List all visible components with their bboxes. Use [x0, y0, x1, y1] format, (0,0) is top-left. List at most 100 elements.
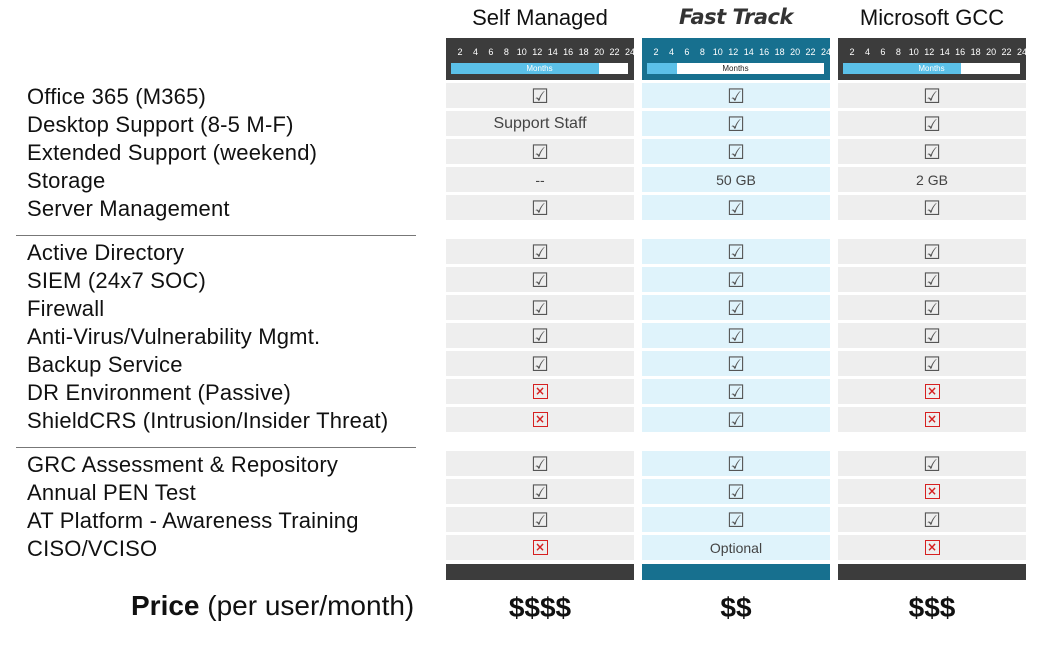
feature-label: Firewall	[27, 296, 105, 321]
feature-cell: ×	[446, 379, 634, 404]
timeline-tick: 8	[699, 47, 705, 57]
feature-cell: ☑	[446, 295, 634, 320]
months-timeline: 2 4 6 8 10 12 14 16 18 20 22 24 Months	[642, 38, 831, 80]
timeline-fill	[843, 63, 961, 74]
feature-cell: ☑	[838, 195, 1026, 220]
timeline-bar: Months	[647, 63, 824, 74]
feature-cell: ☑	[446, 323, 634, 348]
cell-text: 2 GB	[916, 171, 948, 188]
feature-cell: ☑	[838, 295, 1026, 320]
timeline-tick: 14	[743, 47, 754, 57]
timeline-tick: 10	[516, 47, 527, 57]
red-x-icon: ×	[924, 412, 940, 427]
checkbox-checked-icon: ☑	[923, 451, 941, 476]
feature-cell: ☑	[642, 451, 830, 476]
feature-cell: ☑	[642, 407, 830, 432]
feature-cell: ☑	[838, 83, 1026, 108]
feature-cell: ☑	[642, 507, 830, 532]
timeline-tick: 16	[955, 47, 966, 57]
red-x-icon: ×	[532, 412, 548, 427]
timeline-ticks: 2 4 6 8 10 12 14 16 18 20 22 24	[849, 47, 1027, 59]
checkbox-checked-icon: ☑	[923, 239, 941, 264]
timeline-fill	[647, 63, 677, 74]
feature-cell: ☑	[642, 195, 830, 220]
feature-cell: ☑	[642, 295, 830, 320]
feature-cell: ☑	[446, 451, 634, 476]
timeline-tick: 6	[684, 47, 690, 57]
feature-cell: ☑	[446, 239, 634, 264]
timeline-tick: 18	[578, 47, 589, 57]
cell-text: --	[535, 171, 545, 188]
checkbox-checked-icon: ☑	[531, 295, 549, 320]
feature-cell: ☑	[838, 507, 1026, 532]
column-footer-bar	[642, 564, 830, 580]
checkbox-checked-icon: ☑	[727, 451, 745, 476]
timeline-tick: 2	[849, 47, 855, 57]
timeline-tick: 2	[457, 47, 463, 57]
checkbox-checked-icon: ☑	[727, 295, 745, 320]
checkbox-checked-icon: ☑	[923, 139, 941, 164]
feature-cell: ☑	[642, 479, 830, 504]
column-footer-bar	[838, 564, 1026, 580]
months-timeline: 2 4 6 8 10 12 14 16 18 20 22 24 Months	[446, 38, 635, 80]
timeline-tick: 12	[728, 47, 739, 57]
feature-label: GRC Assessment & Repository	[27, 452, 339, 477]
timeline-tick: 12	[532, 47, 543, 57]
checkbox-checked-icon: ☑	[727, 407, 745, 432]
checkbox-checked-icon: ☑	[727, 267, 745, 292]
red-x-icon: ×	[924, 540, 940, 555]
feature-cell: ☑	[838, 351, 1026, 376]
feature-cell: ☑	[446, 479, 634, 504]
cell-text: Support Staff	[493, 114, 587, 132]
checkbox-checked-icon: ☑	[923, 323, 941, 348]
feature-cell: ×	[838, 407, 1026, 432]
price-value: $$$$	[508, 592, 572, 623]
feature-cell: --	[446, 167, 634, 192]
timeline-tick: 14	[939, 47, 950, 57]
timeline-tick: 22	[609, 47, 620, 57]
price-value: $$$	[908, 592, 956, 623]
feature-cell: ☑	[642, 139, 830, 164]
timeline-tick: 4	[472, 47, 478, 57]
timeline-tick: 22	[805, 47, 816, 57]
timeline-bar-label: Months	[526, 64, 553, 73]
timeline-tick: 16	[759, 47, 770, 57]
feature-label: Server Management	[27, 196, 230, 221]
price-value: $$	[720, 592, 752, 623]
feature-label: Extended Support (weekend)	[27, 140, 318, 165]
checkbox-checked-icon: ☑	[531, 267, 549, 292]
feature-label: DR Environment (Passive)	[27, 380, 291, 405]
feature-label: Annual PEN Test	[27, 480, 196, 505]
checkbox-checked-icon: ☑	[531, 139, 549, 164]
timeline-tick: 10	[908, 47, 919, 57]
timeline-ticks: 2 4 6 8 10 12 14 16 18 20 22 24	[457, 47, 635, 59]
checkbox-checked-icon: ☑	[531, 479, 549, 504]
timeline-tick: 8	[503, 47, 509, 57]
feature-label: Desktop Support (8-5 M-F)	[27, 112, 294, 137]
column-header: Microsoft GCC	[859, 5, 1005, 30]
timeline-tick: 18	[774, 47, 785, 57]
feature-label: SIEM (24x7 SOC)	[27, 268, 207, 293]
timeline-ticks: 2 4 6 8 10 12 14 16 18 20 22 24	[653, 47, 831, 59]
feature-cell: ☑	[642, 83, 830, 108]
checkbox-checked-icon: ☑	[727, 139, 745, 164]
checkbox-checked-icon: ☑	[923, 351, 941, 376]
feature-cell: ×	[838, 479, 1026, 504]
feature-cell: ☑	[642, 239, 830, 264]
timeline-tick: 8	[895, 47, 901, 57]
feature-label: CISO/VCISO	[27, 536, 158, 561]
checkbox-checked-icon: ☑	[727, 379, 745, 404]
checkbox-checked-icon: ☑	[531, 239, 549, 264]
feature-cell: ☑	[838, 139, 1026, 164]
feature-cell: ☑	[642, 111, 830, 136]
feature-cell: ☑	[838, 239, 1026, 264]
timeline-tick: 4	[864, 47, 870, 57]
feature-cell: 50 GB	[642, 167, 830, 192]
timeline-fill	[451, 63, 599, 74]
group-divider	[16, 447, 416, 448]
timeline-tick: 24	[1016, 47, 1028, 57]
checkbox-checked-icon: ☑	[531, 507, 549, 532]
feature-cell: ☑	[446, 139, 634, 164]
timeline-tick: 6	[880, 47, 886, 57]
timeline-tick: 12	[924, 47, 935, 57]
